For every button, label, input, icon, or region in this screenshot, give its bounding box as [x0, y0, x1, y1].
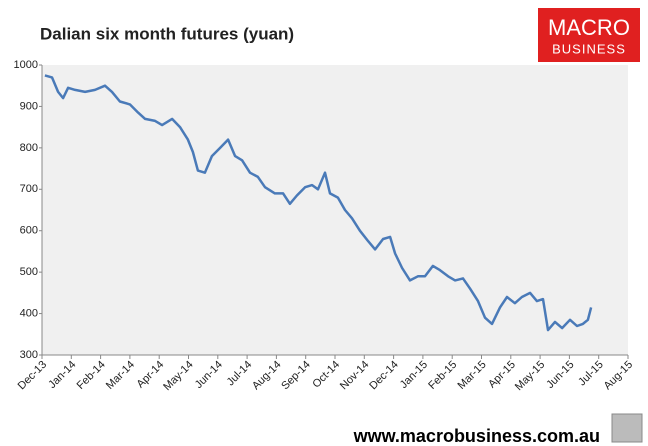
y-tick-label: 900: [20, 100, 38, 112]
footer-url: www.macrobusiness.com.au: [353, 426, 600, 446]
data-line: [44, 74, 593, 332]
x-tick-label: Jun-15: [544, 359, 576, 391]
y-tick-label: 300: [20, 349, 38, 361]
x-tick-label: Feb-15: [426, 359, 459, 392]
y-tick-label: 800: [20, 142, 38, 154]
x-tick-label: Aug-14: [250, 359, 284, 393]
x-tick-label: Jun-14: [193, 359, 225, 391]
x-tick-label: May-14: [161, 359, 195, 393]
x-tick-label: Mar-15: [456, 359, 489, 392]
x-tick-label: Aug-15: [602, 359, 636, 393]
chart-title: Dalian six month futures (yuan): [40, 24, 294, 43]
logo-box: [538, 8, 640, 62]
x-tick-label: Dec-14: [367, 359, 401, 393]
y-tick-label: 600: [20, 225, 38, 237]
x-tick-label: Jan-14: [46, 359, 78, 391]
logo-icon: [611, 413, 643, 443]
x-tick-label: Feb-14: [75, 359, 108, 392]
x-tick-label: May-15: [513, 359, 547, 393]
x-tick-label: Sep-14: [279, 359, 313, 393]
plot-area: [42, 65, 628, 355]
y-tick-label: 400: [20, 307, 38, 319]
x-tick-label: Oct-14: [310, 359, 342, 391]
x-tick-label: Mar-14: [104, 359, 137, 392]
x-tick-label: Dec-13: [16, 359, 50, 393]
y-tick-label: 500: [20, 266, 38, 278]
y-tick-label: 1000: [14, 59, 38, 71]
logo-text: MACRO: [548, 15, 630, 40]
x-tick-label: Nov-14: [338, 359, 372, 393]
x-tick-label: Jan-15: [398, 359, 430, 391]
logo-text: BUSINESS: [552, 41, 626, 56]
y-tick-label: 700: [20, 183, 38, 195]
